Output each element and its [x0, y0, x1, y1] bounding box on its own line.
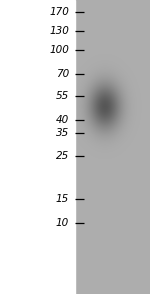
Text: 25: 25	[56, 151, 69, 161]
Text: 100: 100	[49, 45, 69, 55]
Text: 55: 55	[56, 91, 69, 101]
Text: 170: 170	[49, 7, 69, 17]
Bar	[0, 0, 75, 294]
Text: 35: 35	[56, 128, 69, 138]
Text: 40: 40	[56, 115, 69, 125]
Text: 130: 130	[49, 26, 69, 36]
Text: 10: 10	[56, 218, 69, 228]
Text: 70: 70	[56, 69, 69, 79]
Text: 15: 15	[56, 194, 69, 204]
